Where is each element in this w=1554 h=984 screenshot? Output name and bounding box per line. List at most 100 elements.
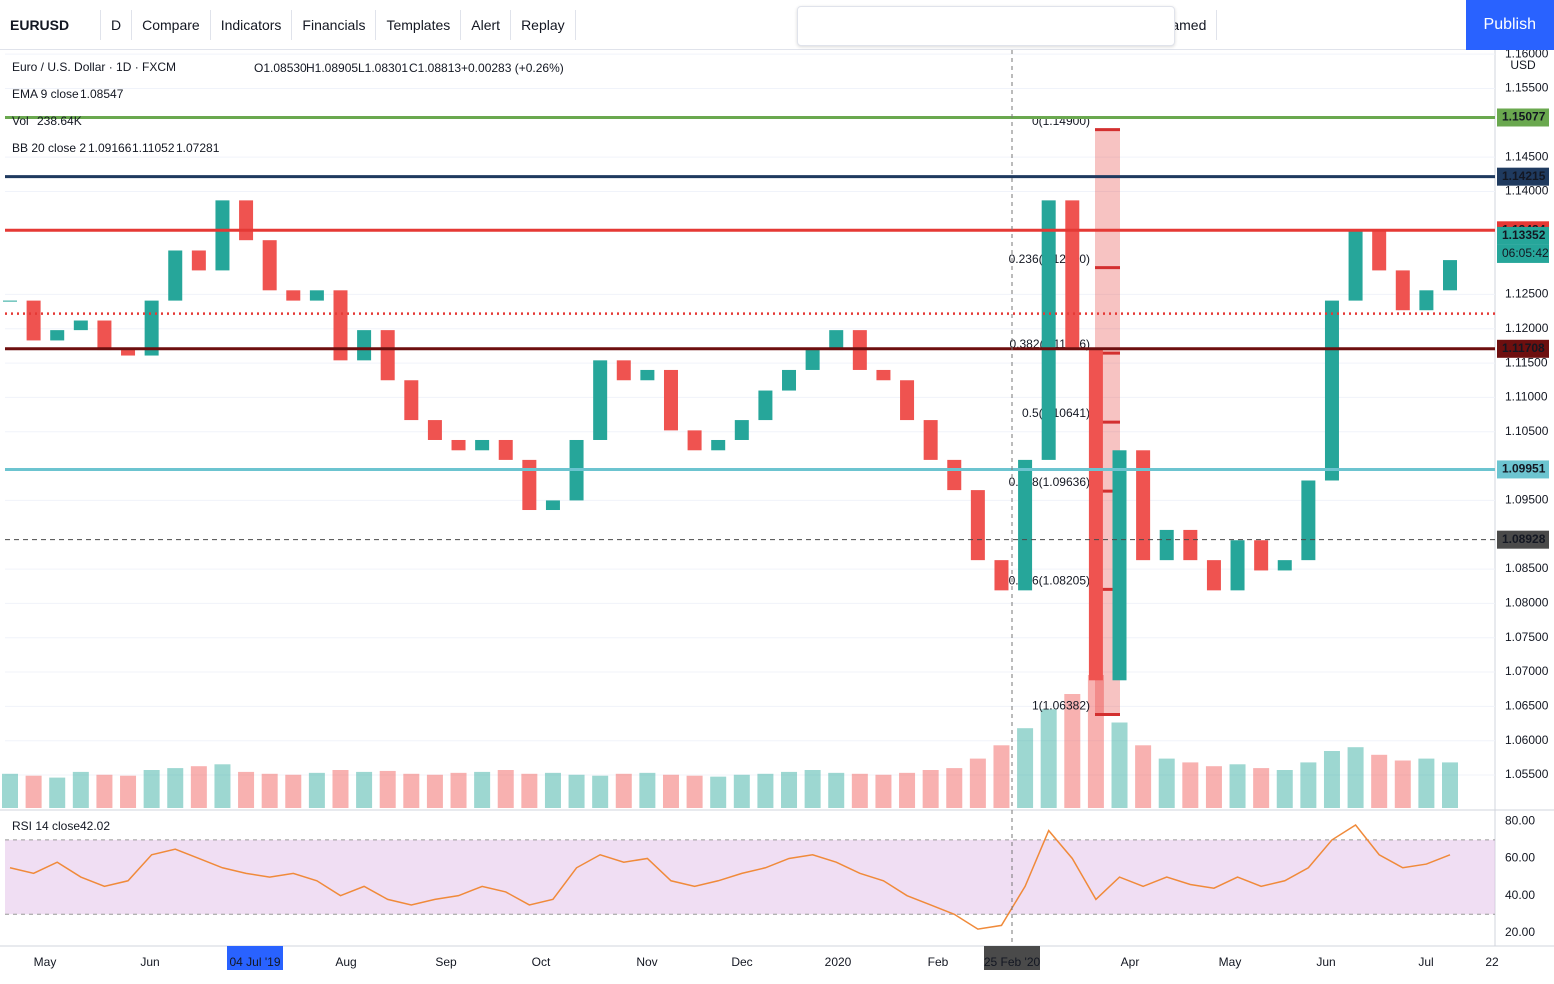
drawing-toolbar[interactable]: [797, 6, 1175, 46]
volume-bar: [615, 773, 632, 808]
candle: [545, 500, 560, 511]
candle: [1277, 560, 1292, 571]
volume-bar: [1111, 722, 1128, 808]
x-tick-label: Sep: [435, 955, 457, 969]
vol-value: 238.64K: [37, 114, 82, 128]
time-highlight: [984, 946, 1040, 970]
toolbar-button[interactable]: Compare: [132, 9, 211, 40]
volume-bar: [544, 772, 561, 808]
price-tag: [1497, 226, 1549, 245]
price-tag-label: 1.08928: [1502, 532, 1546, 546]
toolbar-button[interactable]: Templates: [376, 9, 462, 40]
bb-value: 1.11052: [132, 141, 175, 155]
bb-value: 1.09166: [88, 141, 132, 155]
y-tick-label: 1.11000: [1505, 390, 1548, 404]
ohlc: O1.08530: [254, 61, 307, 75]
volume-bar: [1276, 770, 1293, 808]
volume-bar: [1300, 762, 1317, 808]
volume-bar: [214, 764, 231, 808]
volume-bar: [474, 771, 491, 808]
chart: USD 1.16000 1.15500 1.14500 1.14000 1.12500 1…: [0, 50, 1554, 984]
x-tick-label: May: [1219, 955, 1242, 969]
volume-bar: [120, 775, 137, 808]
volume-bar: [710, 776, 727, 808]
x-tick-label: Apr: [1121, 955, 1140, 969]
bb-value: 1.07281: [176, 141, 220, 155]
candle: [1041, 200, 1056, 460]
volume-bar: [757, 773, 774, 808]
volume-bar: [450, 772, 467, 808]
volume-bar: [946, 768, 963, 808]
candle: [663, 369, 678, 431]
candle: [309, 290, 324, 301]
candle: [1419, 290, 1434, 311]
vol-label: Vol: [12, 114, 29, 128]
price-tag: [1497, 460, 1549, 479]
candle: [900, 380, 915, 421]
volume-bar: [969, 758, 986, 808]
toolbar-button[interactable]: Indicators: [211, 9, 293, 40]
y-tick-label: 1.09500: [1505, 493, 1549, 507]
candle: [1254, 540, 1269, 571]
x-tick-label: 2020: [825, 955, 852, 969]
volume-bar: [851, 773, 868, 808]
y-tick-label: 1.08000: [1505, 596, 1549, 610]
toolbar: EURUSD D Compare Indicators Financials T…: [0, 0, 1554, 50]
x-tick-label: Jul: [1418, 955, 1433, 969]
volume-bar: [993, 745, 1010, 808]
interval[interactable]: D: [101, 9, 133, 40]
rsi-band: [5, 839, 1495, 915]
y-tick-label: 1.15500: [1505, 81, 1549, 95]
volume-bar: [1135, 745, 1152, 808]
price-tag-label: 1.14215: [1502, 169, 1546, 183]
candle: [1395, 270, 1410, 311]
time-highlight: [227, 946, 283, 970]
volume-bar: [2, 773, 18, 808]
volume-bar: [639, 772, 656, 808]
rsi-line: [9, 824, 1451, 930]
volume-bar: [72, 771, 89, 808]
toolbar-button[interactable]: Financials: [292, 9, 377, 40]
candle: [1088, 350, 1103, 681]
toolbar-button[interactable]: Alert: [461, 9, 512, 40]
candle: [1324, 300, 1339, 481]
y-tick-label: 1.14500: [1505, 149, 1549, 163]
symbol[interactable]: EURUSD: [0, 9, 101, 40]
volume-bar: [403, 773, 420, 808]
candle: [1065, 200, 1080, 351]
bb-label: BB 20 close 2: [12, 141, 86, 155]
candle: [239, 200, 254, 241]
publish-button[interactable]: Publish: [1465, 0, 1554, 50]
price-tag: [1497, 530, 1549, 549]
volume-bar: [1205, 766, 1222, 808]
volume-bar: [96, 774, 113, 808]
candle: [734, 420, 749, 440]
candle: [73, 320, 88, 331]
x-tick-label: 04 Jul '19: [230, 955, 281, 969]
y-tick-label: 1.11500: [1505, 355, 1548, 369]
volume-bar: [804, 770, 821, 808]
x-tick-label: May: [34, 955, 57, 969]
volume-bar: [1158, 758, 1175, 808]
y-tick-label: 1.07500: [1505, 630, 1549, 644]
ohlc-change: +0.00283 (+0.26%): [461, 61, 564, 75]
ema-value: 1.08547: [80, 87, 124, 101]
price-tag: [1497, 167, 1549, 186]
x-tick-label: Dec: [731, 955, 752, 969]
candle: [1136, 450, 1151, 561]
volume-bar: [261, 773, 278, 808]
ohlc: L1.08301: [358, 61, 408, 75]
y-tick-label: 1.06500: [1505, 699, 1549, 713]
candle: [50, 330, 65, 341]
toolbar-button[interactable]: Replay: [511, 9, 576, 40]
candle: [97, 320, 112, 351]
volume-bar: [426, 774, 443, 808]
x-tick-label: 22: [1485, 955, 1499, 969]
volume-bar: [190, 766, 207, 808]
candle: [522, 459, 537, 511]
price-tag: [1497, 339, 1549, 358]
candle: [711, 439, 726, 451]
y-tick-label: 1.08500: [1505, 561, 1549, 575]
volume-bar: [568, 774, 585, 808]
legend-title: Euro / U.S. Dollar · 1D · FXCM: [12, 60, 176, 74]
